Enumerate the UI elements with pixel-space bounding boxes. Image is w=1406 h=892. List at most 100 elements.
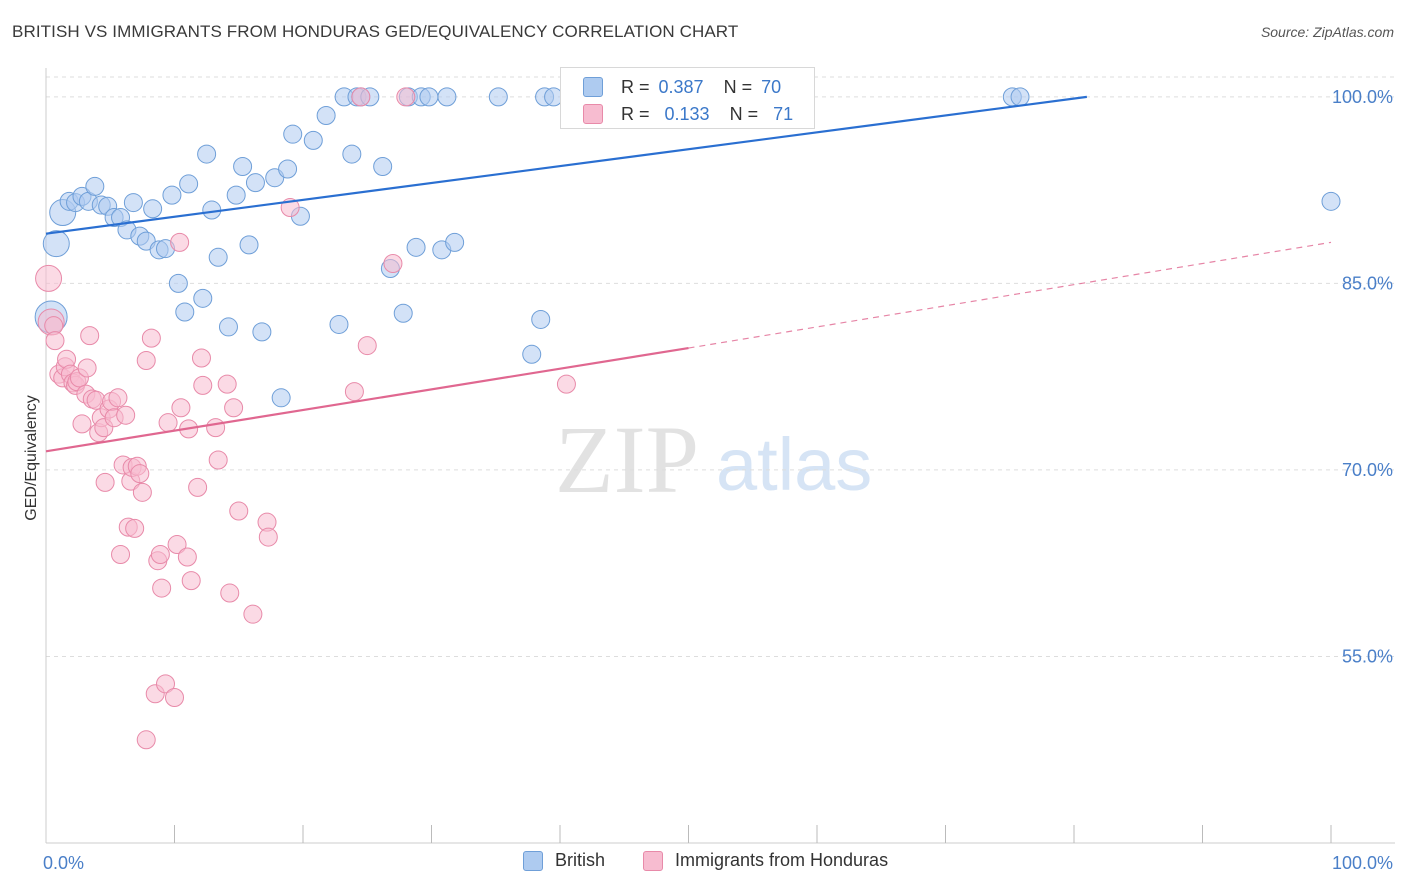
- legend-british-label: British: [555, 850, 606, 870]
- british-point: [193, 288, 213, 308]
- honduras-point: [77, 358, 97, 378]
- honduras-point: [396, 87, 416, 107]
- british-point: [168, 273, 188, 293]
- british-point: [239, 235, 259, 255]
- british-point: [278, 159, 298, 179]
- y-tick-label: 85.0%: [1342, 273, 1393, 293]
- honduras-point: [556, 374, 576, 394]
- british-swatch: [583, 77, 603, 97]
- legend-item-british[interactable]: British: [523, 850, 605, 871]
- british-point: [143, 199, 163, 219]
- british-point: [175, 302, 195, 322]
- stats-row-british: R = 0.387 N = 70: [583, 73, 782, 101]
- series-legend: British Immigrants from Honduras: [0, 850, 1406, 880]
- british-point: [42, 230, 70, 258]
- honduras-point: [150, 544, 170, 564]
- honduras-point: [141, 328, 161, 348]
- british-point: [329, 314, 349, 334]
- british-point: [197, 144, 217, 164]
- british-point: [522, 344, 542, 364]
- british-point: [531, 309, 551, 329]
- british-point: [1321, 191, 1341, 211]
- british-r-value: 0.387: [658, 76, 704, 97]
- chart-source: Source: ZipAtlas.com: [1260, 24, 1394, 40]
- honduras-point: [188, 477, 208, 497]
- honduras-point: [152, 578, 172, 598]
- honduras-point: [193, 375, 213, 395]
- british-point: [406, 237, 426, 257]
- honduras-point: [95, 472, 115, 492]
- honduras-point: [132, 482, 152, 502]
- british-point: [233, 157, 253, 177]
- x-tick-label-min: 0.0%: [43, 853, 84, 873]
- legend-honduras-swatch: [643, 850, 663, 871]
- british-n-label: N =: [723, 76, 758, 97]
- honduras-point: [80, 326, 100, 346]
- british-trend-line: [45, 95, 1087, 235]
- british-point: [445, 232, 465, 252]
- british-point: [316, 106, 336, 126]
- legend-british-swatch: [523, 850, 543, 871]
- british-point: [419, 87, 439, 107]
- honduras-point: [383, 254, 403, 274]
- honduras-point: [191, 348, 211, 368]
- honduras-point: [165, 688, 184, 708]
- honduras-point: [344, 382, 364, 402]
- british-point: [342, 144, 362, 164]
- honduras-point: [136, 351, 156, 371]
- honduras-point: [116, 405, 136, 425]
- chart-title: BRITISH VS IMMIGRANTS FROM HONDURAS GED/…: [12, 22, 739, 41]
- honduras-point: [217, 374, 237, 394]
- honduras-swatch: [583, 104, 603, 124]
- honduras-point: [177, 547, 197, 567]
- honduras-point: [243, 604, 263, 624]
- honduras-n-label: N =: [729, 103, 764, 124]
- british-point: [162, 185, 182, 205]
- honduras-point: [258, 527, 278, 547]
- british-point: [85, 176, 105, 196]
- british-n-value: 70: [761, 76, 782, 97]
- british-point: [226, 185, 246, 205]
- watermark-atlas: atlas: [716, 423, 872, 506]
- watermark-zip: ZIP: [555, 406, 699, 513]
- honduras-point: [108, 388, 128, 408]
- stats-legend: R = 0.387 N = 70 R = 0.133 N = 71: [560, 67, 815, 129]
- british-point: [245, 173, 265, 193]
- legend-item-honduras[interactable]: Immigrants from Honduras: [643, 850, 888, 871]
- y-tick-label: 70.0%: [1342, 460, 1393, 480]
- british-point: [252, 322, 272, 342]
- british-point: [179, 174, 199, 194]
- y-axis-label: GED/Equivalency: [23, 395, 40, 520]
- honduras-point: [167, 535, 187, 555]
- honduras-point: [111, 544, 131, 564]
- honduras-point: [130, 464, 150, 484]
- honduras-point: [170, 232, 190, 252]
- honduras-point: [229, 501, 249, 521]
- honduras-r-label: R =: [621, 103, 655, 124]
- honduras-point: [156, 674, 176, 694]
- honduras-point: [158, 413, 178, 433]
- british-point: [218, 317, 238, 337]
- british-point: [123, 193, 143, 213]
- british-point: [208, 247, 228, 267]
- british-point: [283, 124, 303, 144]
- honduras-point: [181, 571, 201, 591]
- y-tick-label: 55.0%: [1342, 646, 1393, 666]
- honduras-point: [224, 398, 244, 418]
- british-point: [488, 87, 508, 107]
- british-point: [437, 87, 457, 107]
- stats-row-honduras: R = 0.133 N = 71: [583, 100, 794, 128]
- honduras-point: [357, 336, 377, 356]
- british-point: [373, 157, 393, 177]
- honduras-point: [351, 87, 371, 107]
- honduras-point: [45, 331, 65, 351]
- honduras-point: [72, 414, 92, 434]
- honduras-trend-line-extrapolated: [688, 241, 1332, 349]
- x-tick-label-max: 100.0%: [1332, 853, 1393, 873]
- british-point: [303, 130, 323, 150]
- honduras-r-value: 0.133: [664, 103, 710, 124]
- honduras-point: [206, 418, 226, 438]
- honduras-point: [171, 398, 191, 418]
- honduras-n-value: 71: [773, 103, 794, 124]
